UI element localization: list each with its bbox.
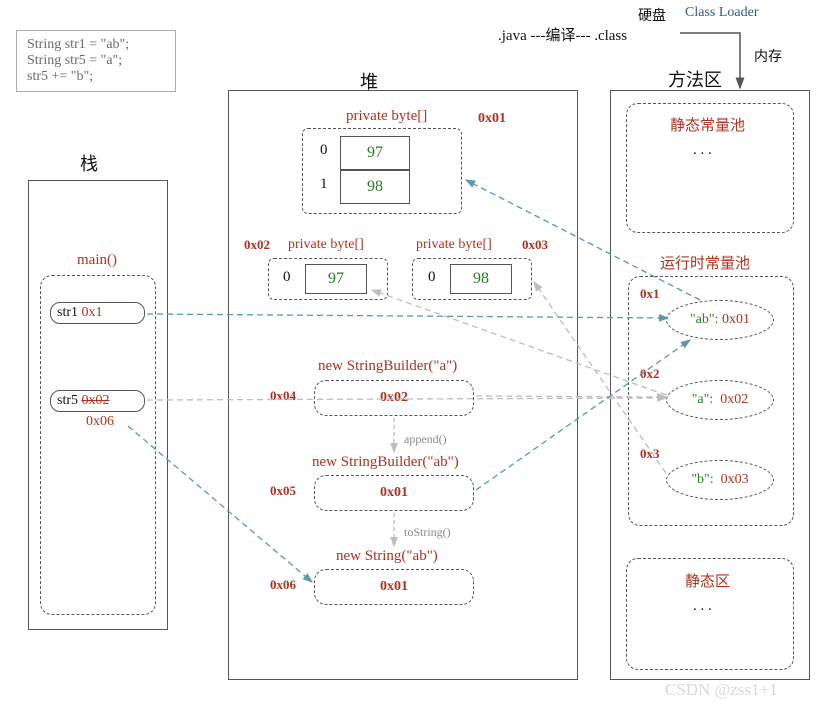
pool3-addr: 0x3 <box>640 446 660 462</box>
tostring-label: toString() <box>404 525 451 540</box>
str-addr: 0x06 <box>270 577 296 593</box>
str1-name: str1 <box>57 305 78 320</box>
str5-addr-old: 0x02 <box>82 393 110 408</box>
dots2: . . . <box>693 598 712 615</box>
main-frame <box>40 275 156 615</box>
class-loader-label: Class Loader <box>685 5 758 21</box>
sb1-content: 0x02 <box>380 390 408 406</box>
bytearr3-cell: 98 <box>450 264 512 294</box>
main-frame-label: main() <box>77 252 117 269</box>
bytearr3-addr: 0x03 <box>522 237 548 253</box>
method-area-title: 方法区 <box>668 66 722 92</box>
dots1: . . . <box>693 142 712 159</box>
sb2-label: new StringBuilder("ab") <box>312 454 459 471</box>
str5-slot: str5 0x02 <box>50 390 145 412</box>
str5-name: str5 <box>57 393 78 408</box>
append-label: append() <box>404 432 447 447</box>
watermark: CSDN @zss1+1 <box>665 680 778 700</box>
bytearr1-idx1: 1 <box>320 176 328 193</box>
static-pool-label: 静态常量池 <box>670 114 745 135</box>
static-area-label: 静态区 <box>685 570 730 591</box>
sb1-label: new StringBuilder("a") <box>318 358 457 375</box>
sb1-box: 0x02 <box>314 380 474 416</box>
bytearr2-idx: 0 <box>283 269 291 286</box>
str-content: 0x01 <box>380 579 408 595</box>
hard-disk-label: 硬盘 <box>638 5 666 25</box>
runtime-pool-label: 运行时常量池 <box>660 252 750 273</box>
stack-title: 栈 <box>80 150 98 176</box>
pool-item-b: "b": 0x03 <box>666 460 774 500</box>
str-label: new String("ab") <box>336 548 438 565</box>
sb2-box: 0x01 <box>314 475 474 511</box>
bytearr3-label: private byte[] <box>416 237 492 253</box>
pool-item-a: "a": 0x02 <box>666 380 774 420</box>
str1-slot: str1 0x1 <box>50 302 145 324</box>
bytearr3-idx: 0 <box>428 269 436 286</box>
pool-item-ab: "ab": 0x01 <box>666 300 774 340</box>
bytearr2-cell: 97 <box>305 264 367 294</box>
code-line: str5 += "b"; <box>27 69 165 85</box>
str1-addr: 0x1 <box>82 305 103 320</box>
bytearr1-label: private byte[] <box>346 108 427 125</box>
bytearr1-idx0: 0 <box>320 142 328 159</box>
bytearr1-addr: 0x01 <box>478 111 506 127</box>
compile-flow: .java ---编译--- .class <box>498 24 627 45</box>
sb2-addr: 0x05 <box>270 483 296 499</box>
code-snippet: String str1 = "ab"; String str5 = "a"; s… <box>16 30 176 92</box>
memory-label: 内存 <box>754 46 782 66</box>
pool2-addr: 0x2 <box>640 366 660 382</box>
str-box: 0x01 <box>314 569 474 605</box>
str5-addr-new: 0x06 <box>86 414 114 430</box>
pool1-addr: 0x1 <box>640 286 660 302</box>
sb1-addr: 0x04 <box>270 388 296 404</box>
bytearr2-label: private byte[] <box>288 237 364 253</box>
bytearr2-addr: 0x02 <box>244 237 270 253</box>
bytearr1-cell0: 97 <box>340 136 410 170</box>
code-line: String str5 = "a"; <box>27 53 165 69</box>
bytearr1-cell1: 98 <box>340 170 410 204</box>
code-line: String str1 = "ab"; <box>27 37 165 53</box>
sb2-content: 0x01 <box>380 485 408 501</box>
